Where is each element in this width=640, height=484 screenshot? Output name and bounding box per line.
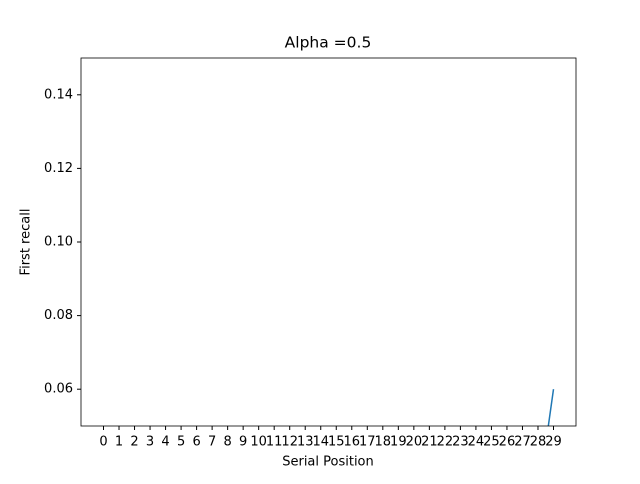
y-tick-label: 0.06 xyxy=(44,382,73,397)
x-tick-label: 4 xyxy=(161,435,169,450)
x-tick-label: 19 xyxy=(390,435,407,450)
x-tick-label: 13 xyxy=(297,435,314,450)
x-axis-label: Serial Position xyxy=(282,455,374,470)
y-axis-label: First recall xyxy=(19,209,34,276)
y-tick-label: 0.12 xyxy=(44,161,73,176)
x-tick-label: 3 xyxy=(146,435,154,450)
x-tick-label: 18 xyxy=(375,435,392,450)
plot-frame xyxy=(80,57,577,427)
x-tick-label: 2 xyxy=(130,435,138,450)
x-tick-label: 28 xyxy=(530,435,547,450)
x-tick-label: 20 xyxy=(406,435,423,450)
x-tick-label: 8 xyxy=(223,435,231,450)
y-tick-label: 0.08 xyxy=(44,308,73,323)
x-tick-label: 14 xyxy=(312,435,329,450)
data-line xyxy=(547,389,555,426)
x-tick-label: 15 xyxy=(328,435,345,450)
x-tick-label: 0 xyxy=(99,435,107,450)
x-tick-label: 21 xyxy=(421,435,438,450)
x-tick-label: 11 xyxy=(266,435,283,450)
y-tick-label: 0.10 xyxy=(44,235,73,250)
x-tick-label: 24 xyxy=(468,435,485,450)
x-tick-label: 6 xyxy=(192,435,200,450)
x-tick-label: 1 xyxy=(115,435,123,450)
x-tick-label: 22 xyxy=(437,435,454,450)
x-tick-label: 10 xyxy=(250,435,267,450)
x-tick-label: 5 xyxy=(177,435,185,450)
x-tick-label: 23 xyxy=(452,435,469,450)
x-tick-label: 29 xyxy=(545,435,562,450)
x-tick-label: 12 xyxy=(281,435,298,450)
x-tick-label: 7 xyxy=(208,435,216,450)
x-tick-label: 9 xyxy=(239,435,247,450)
y-tick-label: 0.14 xyxy=(44,87,73,102)
x-tick-label: 25 xyxy=(483,435,500,450)
x-tick-label: 17 xyxy=(359,435,376,450)
x-tick-label: 27 xyxy=(514,435,531,450)
x-tick-label: 16 xyxy=(344,435,361,450)
chart-title: Alpha =0.5 xyxy=(285,34,372,52)
x-tick-label: 26 xyxy=(499,435,516,450)
